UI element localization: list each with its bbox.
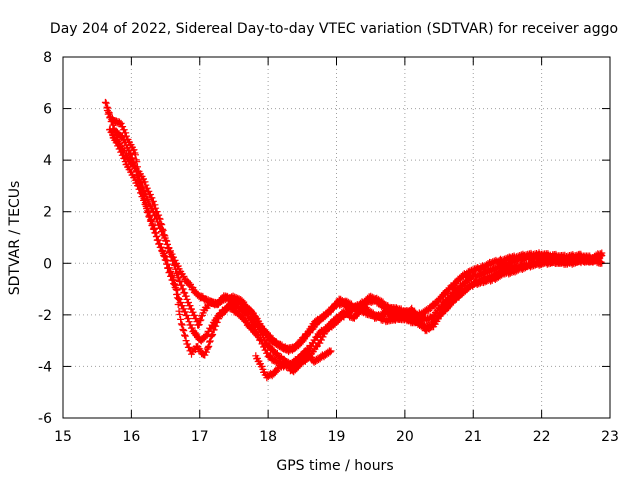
x-tick-label: 20 xyxy=(396,429,414,445)
grid xyxy=(63,57,610,418)
x-tick-label: 22 xyxy=(533,429,551,445)
plus-markers xyxy=(252,347,335,382)
y-axis-label: SDTVAR / TECUs xyxy=(7,181,23,296)
series-track-b xyxy=(103,107,606,371)
x-tick-label: 18 xyxy=(259,429,277,445)
y-tick-label: 0 xyxy=(43,256,52,272)
x-axis-label: GPS time / hours xyxy=(276,458,393,474)
plus-markers xyxy=(108,129,606,354)
x-tick-label: 17 xyxy=(191,429,209,445)
y-tick-label: -2 xyxy=(38,308,52,324)
plot-area xyxy=(101,98,606,382)
plus-markers xyxy=(103,107,606,371)
x-tick-label: 16 xyxy=(122,429,140,445)
series-track-e xyxy=(252,347,335,382)
y-tick-label: -6 xyxy=(38,411,52,427)
y-tick-label: 6 xyxy=(43,102,52,118)
x-tick-label: 19 xyxy=(328,429,346,445)
x-tick-label: 21 xyxy=(464,429,482,445)
series-track-d xyxy=(108,129,606,354)
x-tick-label: 15 xyxy=(54,429,72,445)
x-tick-label: 23 xyxy=(601,429,619,445)
y-tick-label: 4 xyxy=(43,153,52,169)
chart-title: Day 204 of 2022, Sidereal Day-to-day VTE… xyxy=(50,21,618,37)
y-tick-label: -4 xyxy=(38,359,52,375)
series-track-c xyxy=(106,125,604,376)
y-tick-label: 8 xyxy=(43,50,52,66)
y-tick-label: 2 xyxy=(43,205,52,221)
plus-markers xyxy=(106,125,604,376)
axis-ticks: 15 16 17 18 19 20 21 22 23 -6 -4 -2 0 2 4 6 8 xyxy=(38,50,619,445)
